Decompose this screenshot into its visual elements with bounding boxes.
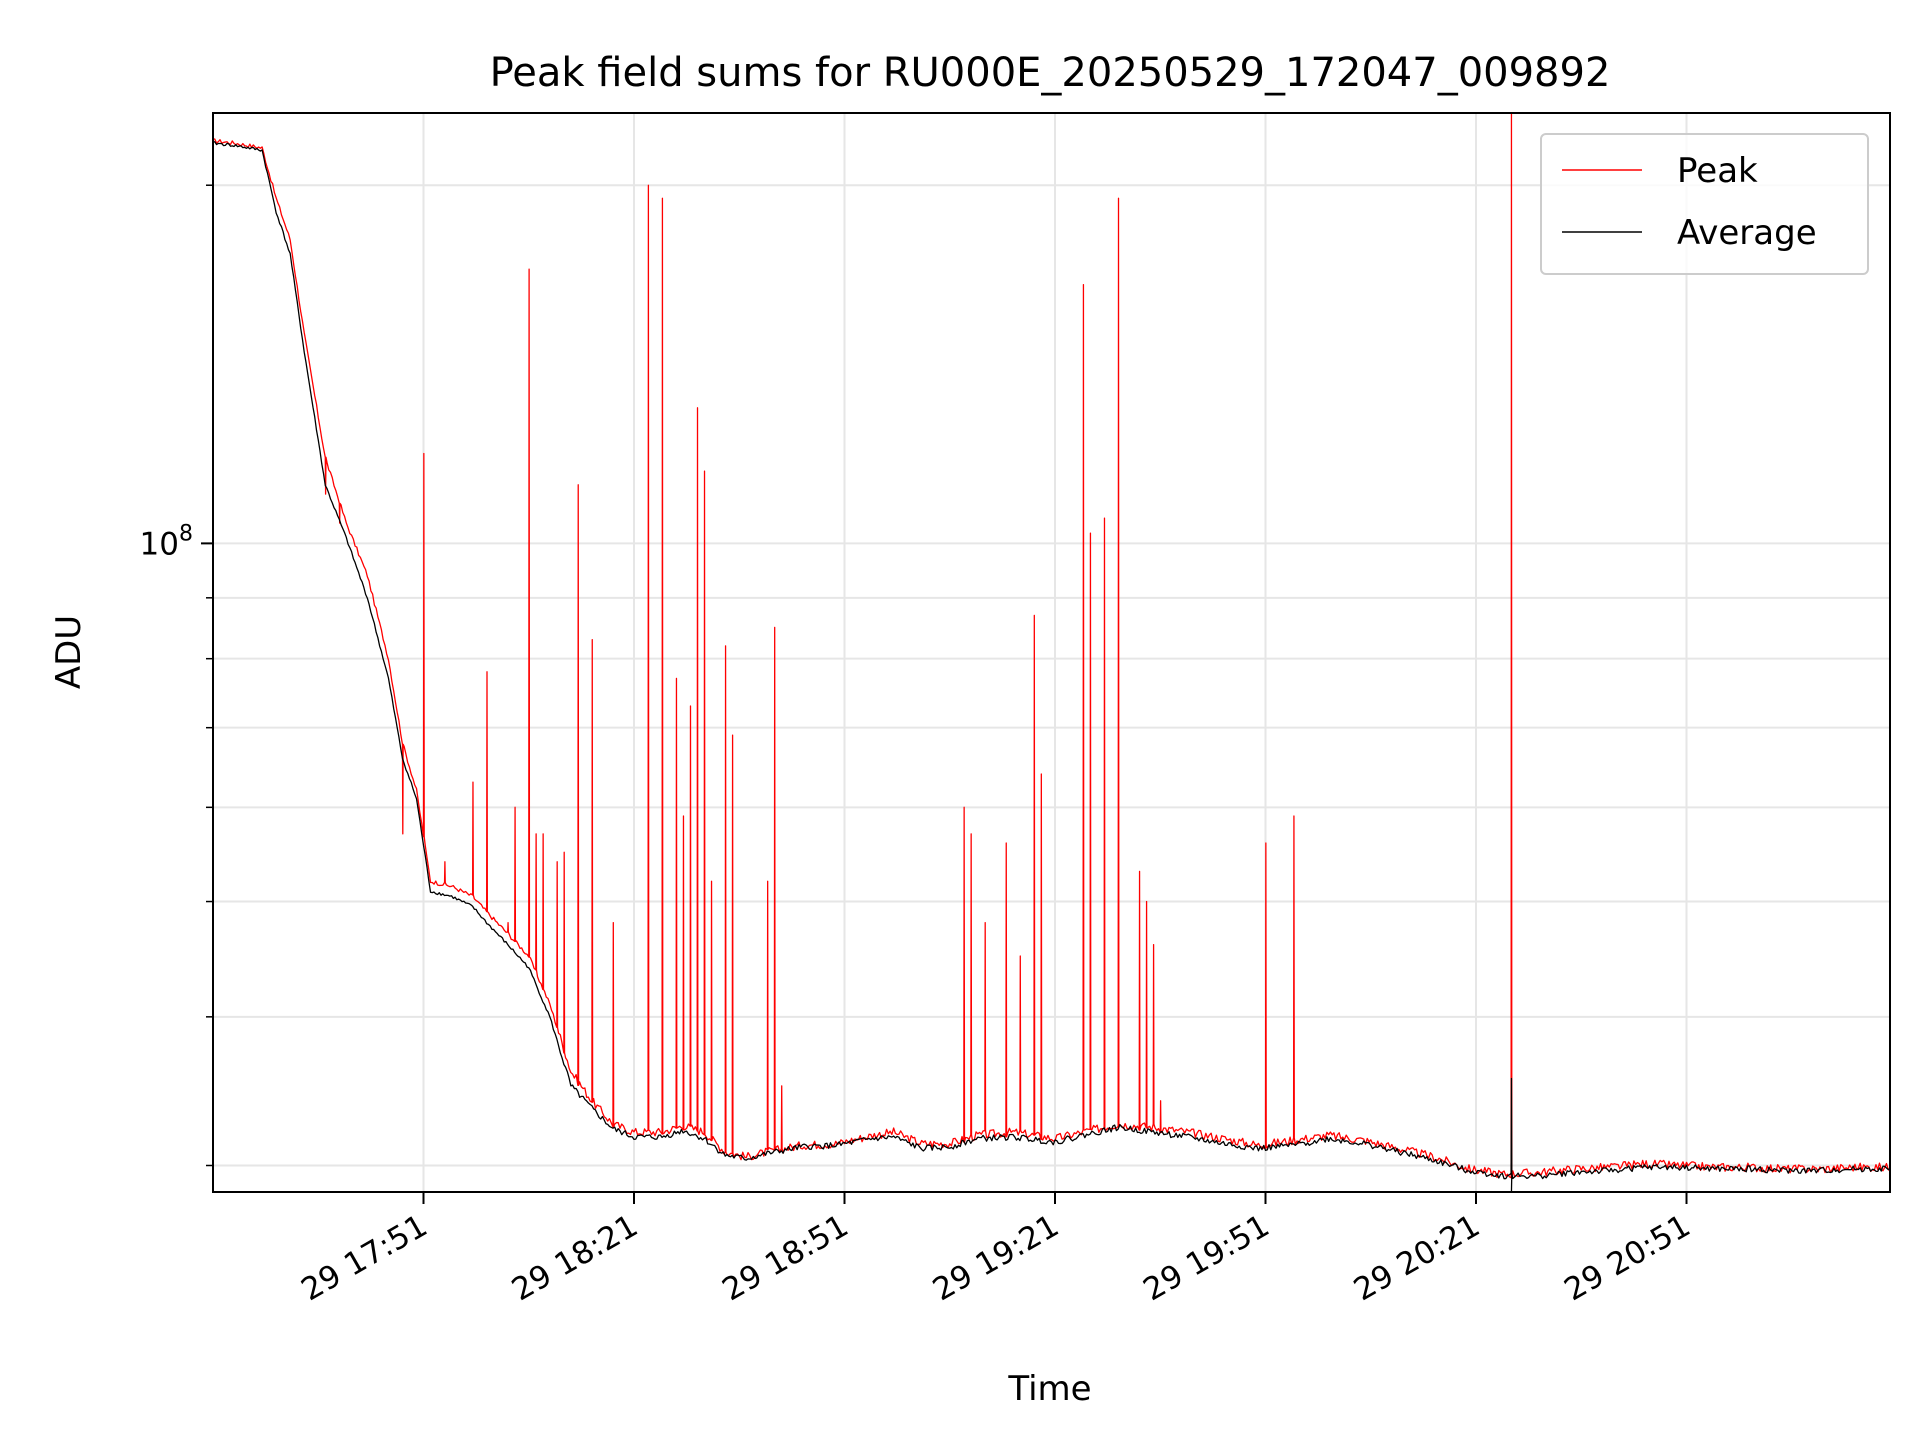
grid xyxy=(213,113,1890,1192)
plot-frame xyxy=(212,112,1891,1193)
x-axis-label: Time xyxy=(1007,1369,1091,1409)
legend-average-label: Average xyxy=(1677,213,1817,253)
legend-peak-label: Peak xyxy=(1677,151,1758,191)
series-layer xyxy=(213,113,1890,1192)
chart-title: Peak field sums for RU000E_20250529_1720… xyxy=(490,50,1611,96)
legend: Peak Average xyxy=(1540,133,1869,275)
y-axis-label: ADU xyxy=(49,615,89,689)
y-tick-label: 108 xyxy=(140,521,193,562)
plot-area xyxy=(213,113,1890,1192)
series-line-peak xyxy=(213,113,1890,1179)
series-line-average xyxy=(213,141,1890,1192)
y-axis: 108 xyxy=(140,184,213,1167)
legend-box xyxy=(1540,133,1869,275)
